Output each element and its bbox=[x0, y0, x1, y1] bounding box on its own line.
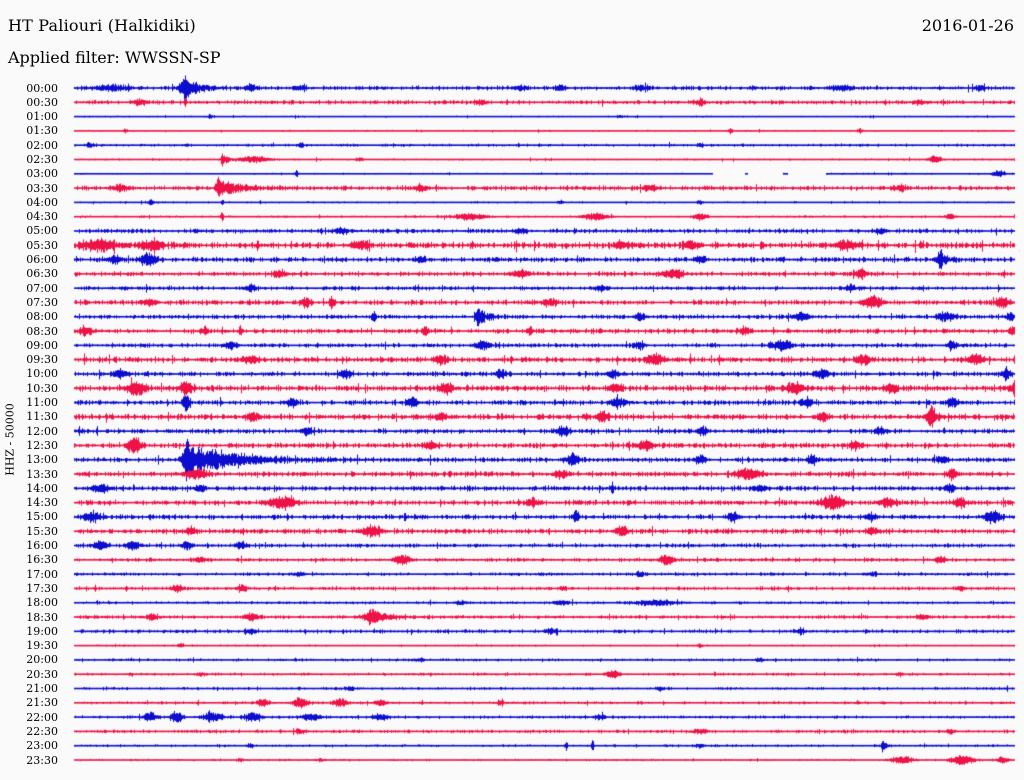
time-label-23:30: 23:30 bbox=[26, 753, 58, 767]
time-label-02:30: 02:30 bbox=[26, 152, 58, 166]
time-label-20:30: 20:30 bbox=[26, 667, 58, 681]
time-label-18:00: 18:00 bbox=[26, 596, 58, 610]
time-label-22:30: 22:30 bbox=[26, 724, 58, 738]
time-label-04:00: 04:00 bbox=[26, 195, 58, 209]
time-label-16:30: 16:30 bbox=[26, 553, 58, 567]
time-label-17:00: 17:00 bbox=[26, 567, 58, 581]
time-label-09:30: 09:30 bbox=[26, 353, 58, 367]
time-label-21:00: 21:00 bbox=[26, 682, 58, 696]
time-label-03:00: 03:00 bbox=[26, 167, 58, 181]
time-label-03:30: 03:30 bbox=[26, 181, 58, 195]
time-label-02:00: 02:00 bbox=[26, 138, 58, 152]
time-label-19:30: 19:30 bbox=[26, 639, 58, 653]
time-label-01:30: 01:30 bbox=[26, 124, 58, 138]
time-label-09:00: 09:00 bbox=[26, 338, 58, 352]
time-label-11:30: 11:30 bbox=[26, 410, 58, 424]
time-label-07:30: 07:30 bbox=[26, 295, 58, 309]
time-label-15:30: 15:30 bbox=[26, 524, 58, 538]
time-label-06:30: 06:30 bbox=[26, 267, 58, 281]
time-label-14:30: 14:30 bbox=[26, 496, 58, 510]
time-label-01:00: 01:00 bbox=[26, 110, 58, 124]
time-label-16:00: 16:00 bbox=[26, 539, 58, 553]
time-label-00:30: 00:30 bbox=[26, 95, 58, 109]
time-label-12:30: 12:30 bbox=[26, 438, 58, 452]
time-label-05:00: 05:00 bbox=[26, 224, 58, 238]
time-label-10:30: 10:30 bbox=[26, 381, 58, 395]
time-label-21:30: 21:30 bbox=[26, 696, 58, 710]
time-label-11:00: 11:00 bbox=[26, 396, 58, 410]
time-label-10:00: 10:00 bbox=[26, 367, 58, 381]
time-label-12:00: 12:00 bbox=[26, 424, 58, 438]
time-label-23:00: 23:00 bbox=[26, 739, 58, 753]
time-label-13:00: 13:00 bbox=[26, 453, 58, 467]
time-label-07:00: 07:00 bbox=[26, 281, 58, 295]
time-label-19:00: 19:00 bbox=[26, 624, 58, 638]
time-label-06:00: 06:00 bbox=[26, 253, 58, 267]
time-label-04:30: 04:30 bbox=[26, 210, 58, 224]
time-label-08:00: 08:00 bbox=[26, 310, 58, 324]
time-label-05:30: 05:30 bbox=[26, 238, 58, 252]
time-label-13:30: 13:30 bbox=[26, 467, 58, 481]
time-label-15:00: 15:00 bbox=[26, 510, 58, 524]
time-label-18:30: 18:30 bbox=[26, 610, 58, 624]
time-label-00:00: 00:00 bbox=[26, 81, 58, 95]
time-label-20:00: 20:00 bbox=[26, 653, 58, 667]
time-label-17:30: 17:30 bbox=[26, 581, 58, 595]
time-label-22:00: 22:00 bbox=[26, 710, 58, 724]
time-label-08:30: 08:30 bbox=[26, 324, 58, 338]
time-label-14:00: 14:00 bbox=[26, 481, 58, 495]
